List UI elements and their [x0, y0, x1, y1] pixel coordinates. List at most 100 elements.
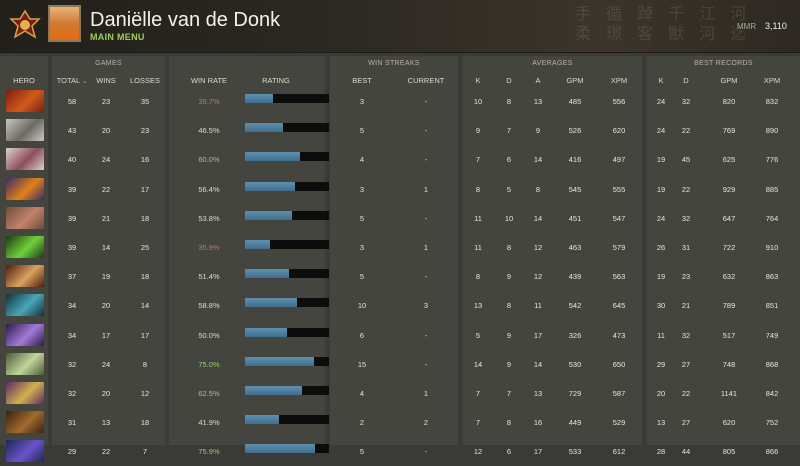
column-header-streak-best[interactable]: BEST	[352, 76, 372, 85]
hero-portrait[interactable]	[6, 382, 44, 404]
cell-total: 37	[67, 272, 77, 282]
cell-best-gpm: 789	[722, 301, 736, 311]
rating-bar	[245, 269, 329, 279]
hero-portrait[interactable]	[6, 90, 44, 112]
column-header-best-xpm[interactable]: XPM	[763, 76, 781, 85]
column-header-total[interactable]: TOTAL ⌄	[52, 76, 92, 85]
cell-avg-k: 11	[474, 213, 482, 223]
column-header-rating[interactable]: RATING	[262, 76, 290, 85]
cell-avg-gpm: 545	[568, 184, 582, 194]
player-name: Daniëlle van de Donk	[90, 9, 281, 31]
cell-avg-d: 7	[506, 126, 512, 136]
hero-portrait[interactable]	[6, 177, 44, 200]
cell-total: 29	[67, 447, 77, 457]
column-header-best-k[interactable]: K	[658, 76, 664, 85]
cell-best-k: 19	[656, 272, 666, 282]
cell-best-d: 45	[681, 155, 691, 165]
table-row[interactable]: 43 20 23 46.5% 5 - 9 7 9 526 620 24 22 769 890	[0, 116, 800, 145]
table-row[interactable]: 31 13 18 41.9% 2 2 7 8 16 449 529 13 27 620 752	[0, 408, 800, 437]
main-menu-link[interactable]: MAIN MENU	[90, 32, 145, 42]
column-header-avg-k[interactable]: K	[475, 76, 481, 85]
table-row[interactable]: 40 24 16 60.0% 4 - 7 6 14 416 497 19 45 625 776	[0, 145, 800, 174]
cell-avg-k: 11	[474, 243, 482, 252]
table-row[interactable]: 34 20 14 58.8% 10 3 13 8 11 542 645 30 21 789 851	[0, 291, 800, 320]
hero-portrait[interactable]	[6, 119, 44, 142]
cell-win-rate: 46.5%	[198, 126, 220, 136]
cell-avg-xpm: 547	[612, 213, 626, 223]
column-header-avg-a[interactable]: A	[535, 76, 541, 85]
table-row[interactable]: 34 17 17 50.0% 6 - 5 9 17 326 473 11 32 517 749	[0, 321, 800, 350]
column-header-best-gpm[interactable]: GPM	[720, 76, 738, 85]
cell-streak-best: 4	[359, 389, 365, 398]
rating-bar-fill	[245, 444, 315, 454]
cell-wins: 22	[101, 447, 111, 457]
cell-win-rate: 51.4%	[198, 272, 220, 282]
column-header-avg-d[interactable]: D	[506, 76, 512, 85]
cell-best-xpm: 851	[765, 301, 779, 311]
rating-bar	[245, 123, 329, 133]
cell-total: 43	[67, 126, 77, 136]
cell-best-k: 24	[656, 213, 666, 223]
cell-best-k: 19	[656, 184, 666, 194]
hero-portrait[interactable]	[6, 352, 44, 375]
rating-bar-fill	[245, 240, 271, 249]
hero-portrait[interactable]	[6, 411, 44, 434]
cell-avg-a: 8	[535, 184, 541, 194]
cell-wins: 13	[101, 418, 111, 428]
table-row[interactable]: 37 19 18 51.4% 5 - 8 9 12 439 563 19 23 632 863	[0, 262, 800, 291]
column-header-streak-current[interactable]: CURRENT	[407, 76, 445, 85]
cell-avg-k: 9	[475, 126, 481, 136]
hero-portrait[interactable]	[6, 206, 44, 229]
column-header-wins[interactable]: WINS	[96, 76, 116, 85]
column-header-hero[interactable]: HERO	[13, 76, 35, 85]
cell-avg-a: 14	[533, 155, 543, 165]
cell-avg-xpm: 556	[612, 97, 626, 106]
hero-portrait[interactable]	[6, 265, 44, 288]
cell-streak-best: 5	[359, 213, 365, 223]
cell-streak-best: 5	[359, 447, 365, 457]
column-header-best-d[interactable]: D	[683, 76, 689, 85]
cell-avg-k: 12	[473, 447, 483, 457]
table-row[interactable]: 39 22 17 56.4% 3 1 8 5 8 545 555 19 22 929 885	[0, 175, 800, 204]
rating-bar-fill	[245, 94, 273, 103]
cell-wins: 21	[101, 213, 111, 223]
column-header-avg-xpm[interactable]: XPM	[610, 76, 628, 85]
player-avatar[interactable]	[48, 5, 81, 42]
hero-portrait[interactable]	[6, 294, 44, 317]
table-row[interactable]: 39 14 25 35.9% 3 1 11 8 12 463 579 26 31 722 910	[0, 233, 800, 262]
table-row[interactable]: 39 21 18 53.8% 5 - 11 10 14 451 547 24 32 647 764	[0, 204, 800, 233]
column-header-losses[interactable]: LOSSES	[129, 76, 160, 85]
cell-best-gpm: 1141	[720, 389, 738, 398]
hero-portrait[interactable]	[6, 323, 44, 346]
cell-best-d: 32	[681, 330, 691, 340]
cell-total: 40	[67, 155, 77, 165]
hero-portrait[interactable]	[6, 148, 44, 171]
cell-best-d: 27	[681, 418, 691, 428]
cell-wins: 20	[101, 126, 111, 136]
cell-best-k: 30	[656, 301, 666, 311]
cell-total: 34	[67, 330, 77, 340]
column-header-win-rate[interactable]: WIN RATE	[190, 76, 228, 85]
table-row[interactable]: 32 24 8 75.0% 15 - 14 9 14 530 650 29 27 748 868	[0, 350, 800, 379]
cell-wins: 22	[101, 184, 111, 194]
cell-best-xpm: 910	[765, 243, 779, 252]
cell-total: 32	[67, 359, 77, 369]
table-row[interactable]: 58 23 35 39.7% 3 - 10 8 13 485 556 24 32 820 832	[0, 87, 800, 116]
win-streaks-column-panel	[330, 56, 458, 445]
cell-avg-xpm: 473	[612, 330, 626, 340]
cell-losses: 17	[140, 184, 150, 194]
cell-win-rate: 41.9%	[198, 418, 220, 428]
rating-bar	[245, 152, 329, 162]
table-row[interactable]: 32 20 12 62.5% 4 1 7 7 13 729 587 20 22 1141 842	[0, 379, 800, 408]
hero-portrait[interactable]	[6, 440, 44, 463]
cell-avg-d: 7	[506, 389, 512, 398]
cell-avg-gpm: 463	[568, 243, 582, 252]
cell-win-rate: 39.7%	[198, 97, 220, 106]
cell-streak-current: 2	[423, 418, 429, 428]
cell-avg-k: 14	[473, 359, 483, 369]
group-header-games: GAMES	[95, 60, 122, 67]
table-row[interactable]: 29 22 7 75.9% 5 - 12 6 17 533 612 28 44 805 866	[0, 437, 800, 466]
cell-best-d: 22	[681, 184, 691, 194]
column-header-avg-gpm[interactable]: GPM	[566, 76, 584, 85]
hero-portrait[interactable]	[6, 236, 44, 258]
